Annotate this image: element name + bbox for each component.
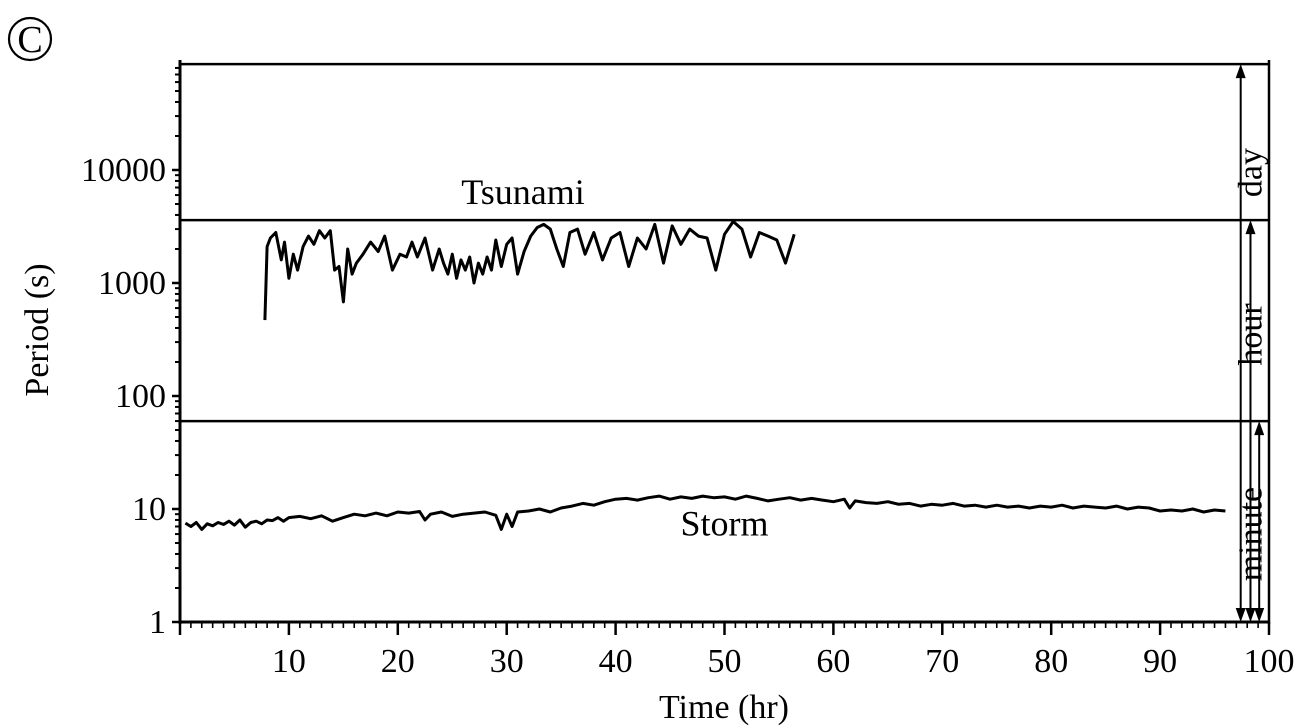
x-tick-label: 30 xyxy=(490,643,524,680)
y-tick-label: 1 xyxy=(149,604,166,641)
y-tick-label: 10 xyxy=(132,491,166,528)
y-axis-ticks: 1 10 100 1000 10000 xyxy=(81,66,180,641)
x-tick-label: 90 xyxy=(1143,643,1177,680)
x-axis-ticks: 10 20 30 40 50 60 70 80 90 100 xyxy=(178,622,1295,680)
band-arrow-head-bottom-hour xyxy=(1245,608,1256,622)
data-series xyxy=(184,220,1226,531)
band-arrow-head-top-day xyxy=(1235,64,1246,79)
series-line-tsunami xyxy=(263,220,796,321)
y-tick-label: 10000 xyxy=(81,152,166,189)
x-tick-label: 100 xyxy=(1244,643,1295,680)
series-label-storm: Storm xyxy=(680,504,768,544)
band-arrow-head-bottom-minute xyxy=(1254,608,1265,622)
band-label-day: day xyxy=(1232,148,1269,197)
y-tick-label: 100 xyxy=(115,378,166,415)
x-tick-label: 10 xyxy=(272,643,306,680)
panel-label-letter: C xyxy=(17,19,42,61)
band-arrow-head-top-minute xyxy=(1254,421,1265,436)
x-tick-label: 50 xyxy=(708,643,742,680)
y-tick-label: 1000 xyxy=(98,265,166,302)
x-tick-label: 60 xyxy=(816,643,850,680)
x-tick-label: 20 xyxy=(381,643,415,680)
x-axis-title: Time (hr) xyxy=(659,689,789,726)
y-axis-title: Period (s) xyxy=(19,263,56,396)
threshold-lines xyxy=(180,62,1269,423)
band-arrow-head-top-hour xyxy=(1245,220,1256,235)
x-tick-label: 70 xyxy=(925,643,959,680)
series-line-storm xyxy=(184,494,1226,531)
series-label-tsunami: Tsunami xyxy=(461,172,584,212)
period-band-arrows: day hour minute xyxy=(1232,64,1269,622)
panel-label-circle xyxy=(7,16,53,62)
x-tick-label: 40 xyxy=(599,643,633,680)
panel-label: C xyxy=(7,16,53,62)
x-tick-label: 80 xyxy=(1034,643,1068,680)
series-labels: Tsunami Storm xyxy=(461,172,768,544)
band-label-minute: minute xyxy=(1232,487,1269,581)
band-arrow-head-bottom-day xyxy=(1235,608,1246,622)
band-label-hour: hour xyxy=(1232,303,1269,366)
